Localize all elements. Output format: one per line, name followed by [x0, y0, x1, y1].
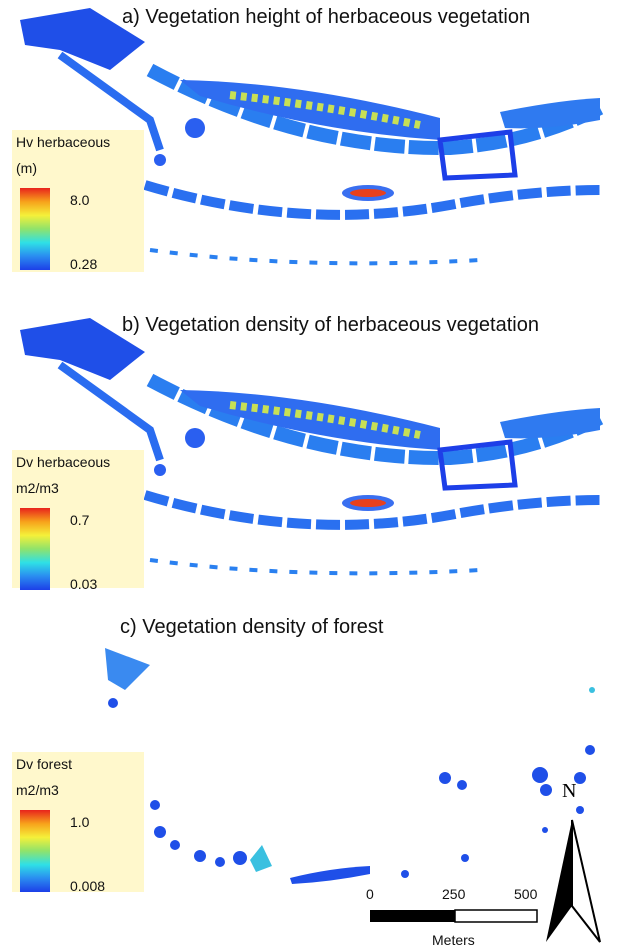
figure: {"panels": [ {"title": "a) Vegetation he… — [0, 0, 624, 951]
scale-unit: Meters — [432, 932, 475, 948]
scale-label: 0 — [366, 886, 374, 902]
legend-min: 0.28 — [70, 256, 97, 272]
map-panel-c — [105, 648, 595, 884]
legend-min: 0.03 — [70, 576, 97, 592]
legend: Dv forest m2/m3 1.0 0.008 — [12, 752, 144, 892]
legend-unit: (m) — [16, 160, 37, 176]
legend: Hv herbaceous (m) 8.0 0.28 — [12, 130, 144, 272]
legend-unit: m2/m3 — [16, 782, 59, 798]
scale-bar-white — [455, 910, 537, 922]
color-ramp — [20, 188, 50, 270]
legend-max: 1.0 — [70, 814, 89, 830]
north-label: N — [562, 780, 576, 803]
legend-title: Dv herbaceous — [16, 454, 110, 470]
legend-unit: m2/m3 — [16, 480, 59, 496]
legend-title: Hv herbaceous — [16, 134, 110, 150]
color-ramp — [20, 508, 50, 590]
panel-title: b) Vegetation density of herbaceous vege… — [122, 314, 539, 337]
panel-title: c) Vegetation density of forest — [120, 616, 384, 639]
legend-max: 8.0 — [70, 192, 89, 208]
scale-label: 250 — [442, 886, 465, 902]
scale-bar-black — [370, 910, 455, 922]
panel-title: a) Vegetation height of herbaceous veget… — [122, 6, 530, 29]
legend: Dv herbaceous m2/m3 0.7 0.03 — [12, 450, 144, 588]
color-ramp — [20, 810, 50, 892]
legend-title: Dv forest — [16, 756, 72, 772]
north-arrow-left — [546, 820, 572, 942]
scale-label: 500 — [514, 886, 537, 902]
legend-min: 0.008 — [70, 878, 105, 894]
legend-max: 0.7 — [70, 512, 89, 528]
north-arrow-right — [572, 820, 600, 942]
